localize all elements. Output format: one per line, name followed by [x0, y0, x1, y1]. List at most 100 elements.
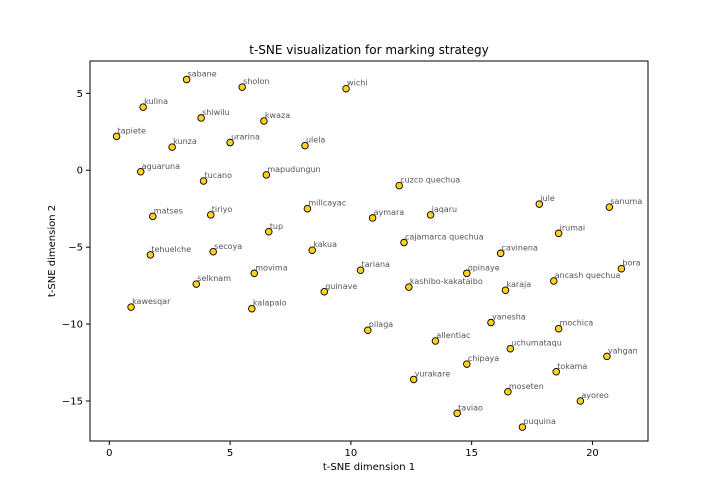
data-point-label: sanuma: [610, 197, 642, 206]
data-point: [400, 238, 408, 247]
data-point-label: allentiac: [436, 331, 470, 340]
data-point-label: aymara: [374, 208, 405, 217]
data-point-label: tehuelche: [151, 245, 191, 254]
data-point-label: kwaza: [265, 111, 290, 120]
data-point-label: ayoreo: [581, 391, 609, 400]
data-point: [550, 277, 558, 285]
data-point-label: taviao: [458, 403, 483, 412]
data-point-label: kawesqar: [132, 297, 171, 306]
data-point: [139, 103, 147, 111]
data-point-label: kunza: [173, 137, 197, 146]
data-point: [207, 211, 215, 219]
data-point: [453, 409, 461, 418]
y-axis-ticks: 5 0 −5 −10 −15: [62, 89, 90, 408]
data-point-label: tup: [270, 222, 283, 231]
data-point-label: puquina: [523, 417, 556, 426]
x-tick-label: 10: [345, 448, 358, 459]
data-point-label: secoya: [214, 242, 242, 251]
data-point: [260, 117, 268, 125]
data-point-label: kalapalo: [253, 299, 287, 308]
data-point: [506, 344, 515, 353]
data-point-label: matses: [154, 206, 183, 215]
data-point-label: cavinena: [502, 243, 538, 252]
y-tick-label: 5: [77, 89, 83, 100]
data-point-label: yanesha: [492, 313, 526, 322]
data-point-label: tucano: [205, 171, 233, 180]
data-point-label: cajamarca quechua: [405, 233, 484, 242]
data-point: [308, 246, 316, 254]
data-point: [199, 177, 208, 185]
x-axis-label: t-SNE dimension 1: [323, 462, 415, 473]
data-point: [535, 200, 544, 208]
data-point: [262, 171, 271, 179]
data-point-label: shiwilu: [202, 108, 230, 117]
data-point-label: irumai: [560, 223, 586, 232]
data-point: [463, 360, 471, 368]
data-point-label: bora: [622, 259, 640, 268]
chart-title: t-SNE visualization for marking strategy: [249, 43, 488, 57]
data-point: [356, 266, 365, 274]
y-tick-label: −15: [62, 397, 83, 408]
data-point: [426, 211, 435, 219]
data-point: [182, 75, 191, 84]
data-point: [576, 397, 585, 405]
data-point: [342, 84, 350, 93]
data-point-label: kulina: [144, 97, 168, 106]
data-point: [504, 388, 512, 396]
data-point: [168, 143, 176, 151]
data-points: sabane sholon wichi kulina shiwilu kwaza tapie…: [112, 69, 642, 431]
data-point-label: guinave: [325, 282, 357, 291]
x-tick-label: 5: [227, 448, 233, 459]
data-point: [395, 181, 403, 190]
y-tick-label: −10: [62, 320, 83, 331]
data-point-label: sholon: [243, 77, 269, 86]
data-point-label: kashibo-kakataibo: [410, 277, 483, 286]
data-point-label: moseten: [509, 382, 544, 391]
data-point-label: karaja: [506, 280, 531, 289]
data-point-label: urarina: [231, 133, 260, 142]
data-point-label: jaqaru: [431, 205, 457, 214]
data-point-label: millcayac: [308, 199, 346, 208]
x-tick-label: 15: [465, 448, 478, 459]
data-point-label: aguaruna: [142, 162, 180, 171]
x-axis-ticks: 0 5 10 15 20: [106, 441, 599, 459]
data-point-label: wichi: [347, 79, 367, 88]
data-point-label: movima: [255, 263, 287, 272]
data-point: [368, 214, 377, 222]
data-point: [238, 83, 246, 91]
data-point: [209, 248, 217, 256]
data-point-label: chipaya: [468, 354, 499, 363]
data-point-label: jule: [539, 194, 555, 203]
data-point: [487, 318, 495, 327]
data-point: [617, 264, 626, 273]
data-point: [552, 368, 560, 376]
x-tick-label: 0: [106, 448, 112, 459]
data-point-label: yurakare: [415, 369, 451, 378]
y-axis-label: t-SNE dimension 2: [47, 205, 58, 297]
data-point-label: yahgan: [608, 346, 638, 355]
data-point: [127, 303, 135, 311]
data-point-label: tiriyo: [212, 205, 233, 214]
data-point-label: tariana: [362, 260, 391, 269]
data-point: [501, 286, 510, 294]
plot-frame: [89, 60, 649, 442]
data-point-label: tapiete: [118, 126, 146, 135]
data-point: [603, 352, 611, 361]
y-tick-label: −5: [68, 243, 83, 254]
data-point: [136, 168, 145, 176]
data-point: [554, 229, 563, 238]
data-point: [250, 269, 259, 278]
data-point-label: mapudungun: [267, 165, 320, 174]
data-point: [149, 212, 157, 221]
data-point: [248, 304, 256, 313]
data-point: [303, 204, 312, 213]
data-point: [265, 228, 273, 236]
data-point: [554, 324, 563, 333]
data-point: [518, 423, 527, 431]
data-point: [605, 203, 614, 211]
data-point: [320, 288, 329, 296]
data-point-label: tokama: [557, 362, 587, 371]
x-tick-label: 20: [586, 448, 599, 459]
data-point-label: kakua: [313, 240, 337, 249]
data-point: [431, 337, 440, 345]
